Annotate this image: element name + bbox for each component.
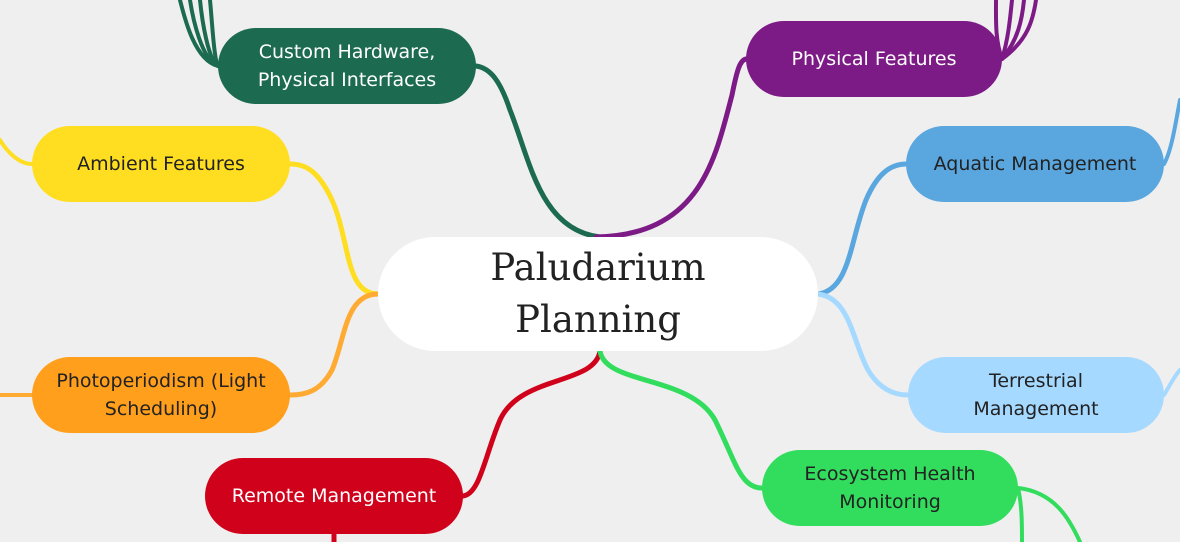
link-central-aquatic <box>815 161 909 297</box>
topic-physical-features[interactable]: Physical Features <box>746 21 1002 97</box>
link-central-physical <box>593 56 749 240</box>
link-aquatic-offscreen <box>1162 98 1180 166</box>
topic-photoperiodism[interactable]: Photoperiodism (Light Scheduling) <box>32 357 290 433</box>
link-custom-offscreen-4 <box>208 0 220 68</box>
central-topic[interactable]: Paludarium Planning <box>378 237 818 351</box>
topic-ecosystem-health[interactable]: Ecosystem Health Monitoring <box>762 450 1018 526</box>
link-central-terr <box>815 291 911 398</box>
topic-remote-management[interactable]: Remote Management <box>205 458 463 534</box>
topic-terrestrial-management-label: Terrestrial Management <box>973 370 1099 420</box>
link-physical-offscreen-4 <box>1000 0 1038 61</box>
link-ambient-offscreen <box>0 138 34 166</box>
link-terr-offscreen <box>1162 368 1180 397</box>
central-topic-label: Paludarium Planning <box>490 246 706 341</box>
link-eco-offscreen-2 <box>1016 486 1082 542</box>
link-central-eco <box>597 348 765 491</box>
link-central-ambient <box>287 161 381 297</box>
topic-remote-management-label: Remote Management <box>231 485 437 507</box>
topic-terrestrial-management[interactable]: Terrestrial Management <box>908 357 1164 433</box>
topic-custom-hardware-label: Custom Hardware, Physical Interfaces <box>257 41 437 91</box>
topic-physical-features-label: Physical Features <box>791 48 957 70</box>
topic-ecosystem-health-label: Ecosystem Health Monitoring <box>804 463 976 513</box>
topic-custom-hardware[interactable]: Custom Hardware, Physical Interfaces <box>218 28 476 104</box>
topic-aquatic-management[interactable]: Aquatic Management <box>906 126 1164 202</box>
topic-photoperiodism-label: Photoperiodism (Light Scheduling) <box>56 370 266 420</box>
link-eco-offscreen-1 <box>1016 486 1024 542</box>
topic-aquatic-management-label: Aquatic Management <box>933 153 1137 175</box>
link-central-photo <box>287 291 381 398</box>
topic-ambient-features-label: Ambient Features <box>77 153 245 175</box>
link-central-custom <box>473 63 603 240</box>
topic-ambient-features[interactable]: Ambient Features <box>32 126 290 202</box>
link-central-remote <box>460 348 603 499</box>
